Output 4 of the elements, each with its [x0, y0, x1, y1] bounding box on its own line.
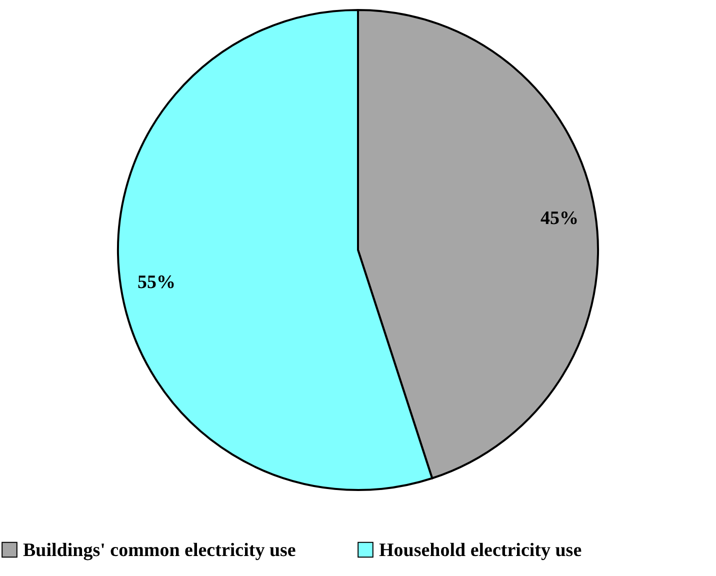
- data-label: 55%: [138, 272, 176, 293]
- data-label: 45%: [540, 208, 578, 230]
- legend-label: Buildings' common electricity use: [23, 540, 296, 561]
- legend-label: Household electricity use: [379, 540, 582, 561]
